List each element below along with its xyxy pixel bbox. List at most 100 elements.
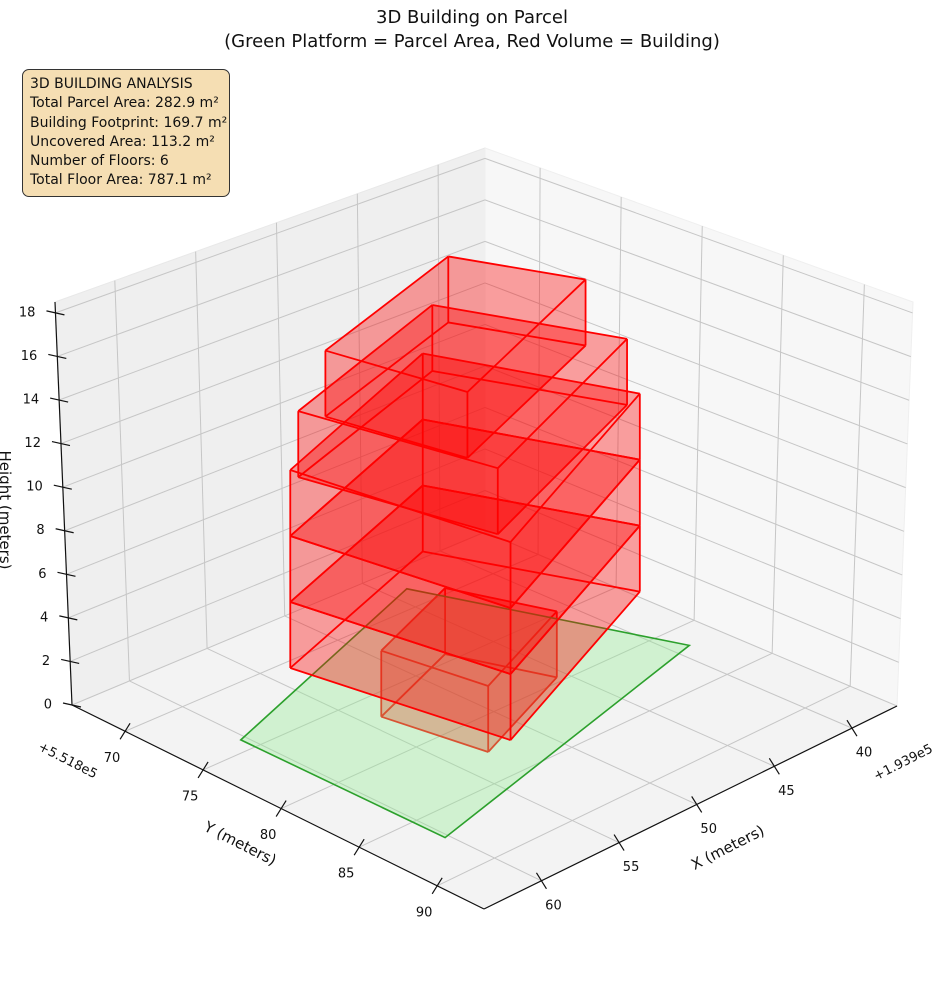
z-tick: [62, 702, 82, 708]
building-face: [510, 525, 640, 741]
info-uncovered-area: Uncovered Area: 113.2 m²: [30, 133, 215, 150]
building-face: [325, 322, 586, 458]
z-gridline: [484, 531, 898, 707]
building-edge: [497, 338, 628, 469]
building-edge: [380, 715, 489, 753]
x-gridline: [195, 251, 208, 649]
z-tick-label: 18: [19, 305, 36, 320]
building-edge: [380, 587, 446, 652]
z-gridline: [55, 157, 486, 314]
building-floor-2: [289, 484, 641, 741]
y-gridline: [202, 586, 617, 771]
info-box: 3D BUILDING ANALYSIS Total Parcel Area: …: [22, 69, 230, 197]
building-face: [298, 305, 628, 469]
building-face: [448, 256, 586, 346]
building-face: [497, 338, 628, 535]
x-gridline: [275, 222, 286, 616]
z-tick: [55, 528, 74, 534]
building-edge: [466, 344, 587, 459]
building-edge: [422, 550, 640, 593]
y-tick: [119, 722, 131, 740]
building-face: [290, 419, 640, 609]
y-tick: [275, 800, 287, 817]
z-gridline: [484, 240, 910, 401]
z-axis-line: [54, 301, 73, 706]
building-edge: [325, 415, 468, 459]
z-gridline: [71, 531, 486, 706]
building-edge: [289, 484, 424, 603]
z-gridline: [58, 240, 486, 401]
z-tick: [61, 658, 80, 665]
y-tick: [353, 838, 365, 856]
building-edge: [380, 653, 446, 718]
building-face: [422, 485, 640, 592]
building-edge: [289, 667, 511, 741]
x-offset-label: +1.939e5: [871, 742, 935, 785]
building-edge: [432, 370, 628, 406]
x-tick-label: 60: [545, 898, 562, 913]
y-tick-label: 70: [104, 751, 121, 766]
y-gridline: [771, 255, 784, 654]
z-gridline: [484, 282, 908, 445]
building-edge: [298, 476, 499, 536]
z-tick-label: 12: [24, 436, 41, 451]
y-tick-label: 85: [338, 867, 355, 882]
building-edge: [448, 321, 586, 347]
x-tick-label: 40: [856, 746, 873, 761]
building-face: [445, 588, 557, 678]
x-gridline: [437, 164, 441, 551]
building-edge: [298, 410, 499, 470]
y-offset-label: +5.518e5: [35, 740, 99, 783]
y-tick-label: 90: [416, 905, 433, 920]
building-face: [325, 350, 468, 458]
x-tick-label: 55: [623, 860, 640, 875]
info-floors: Number of Floors: 6: [30, 153, 169, 170]
z-gridline: [60, 282, 486, 445]
z-tick: [57, 571, 76, 577]
building-edge: [289, 535, 511, 609]
building-face: [290, 419, 640, 609]
building-face: [290, 485, 640, 675]
info-parcel-area: Total Parcel Area: 282.9 m²: [30, 95, 219, 112]
building-face: [290, 485, 423, 668]
building-floor-4: [289, 352, 641, 609]
building-edge: [324, 255, 449, 352]
y-tick-label: 80: [260, 828, 277, 843]
y-gridline: [693, 226, 703, 621]
building-face: [381, 588, 557, 686]
y-gridline: [436, 685, 851, 887]
building-face: [510, 393, 640, 609]
z-tick: [46, 310, 65, 316]
building-face: [290, 602, 511, 741]
y-gridline: [124, 553, 539, 732]
building-edge: [289, 550, 424, 669]
z-gridline: [484, 199, 912, 358]
building-face: [290, 536, 511, 675]
y-tick: [431, 877, 443, 895]
x-tick: [535, 872, 547, 890]
z-gridline: [484, 157, 913, 314]
z-tick-label: 16: [21, 349, 38, 364]
building-edge: [325, 349, 468, 393]
building-face: [467, 279, 586, 458]
building-floor-5: [297, 304, 628, 536]
building-edge: [509, 591, 641, 741]
z-gridline: [484, 490, 899, 663]
building-edge: [422, 484, 640, 527]
z-tick: [51, 441, 71, 447]
y-gridline: [358, 652, 773, 848]
z-tick-label: 6: [38, 567, 46, 582]
x-gridline: [356, 193, 363, 584]
building-face: [290, 485, 640, 675]
x-tick: [691, 796, 703, 813]
x-gridline: [114, 280, 130, 681]
axis-panes: [54, 147, 914, 910]
building-edge: [422, 352, 640, 395]
building-face: [381, 650, 489, 752]
x-gridline: [206, 647, 620, 844]
z-tick: [50, 397, 69, 403]
building-edge: [297, 304, 433, 412]
y-axis-line: [71, 704, 485, 910]
building-face: [290, 551, 640, 741]
